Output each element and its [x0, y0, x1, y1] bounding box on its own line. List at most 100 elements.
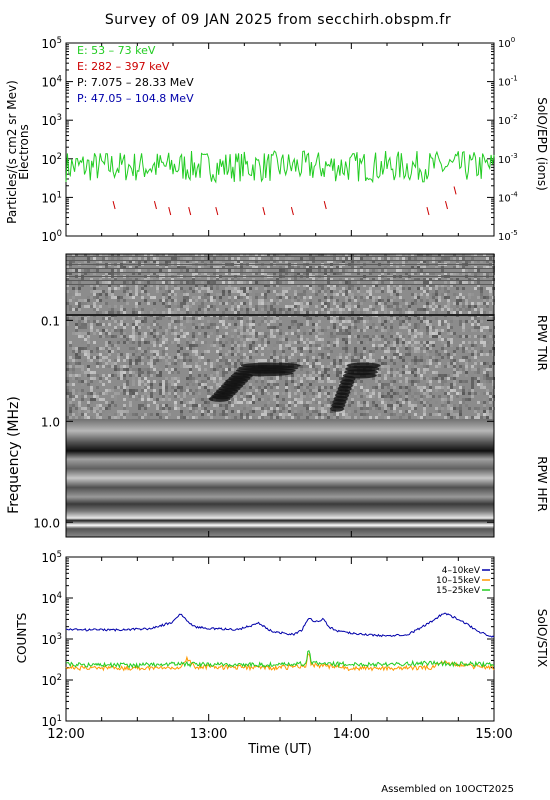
- radio-noise-px: [210, 266, 213, 269]
- radio-noise-px: [180, 302, 183, 305]
- radio-noise-px: [372, 284, 375, 287]
- radio-noise-px: [222, 311, 225, 314]
- radio-noise-px: [336, 338, 339, 341]
- radio-noise-px: [414, 311, 417, 314]
- radio-noise-px: [306, 305, 309, 308]
- radio-noise-px: [129, 404, 132, 407]
- radio-noise-px: [435, 350, 438, 353]
- radio-noise-px: [75, 395, 78, 398]
- radio-noise-px: [423, 284, 426, 287]
- radio-noise-px: [426, 362, 429, 365]
- radio-noise-px: [318, 413, 321, 416]
- radio-noise-px: [159, 371, 162, 374]
- radio-noise-px: [423, 377, 426, 380]
- radio-noise-px: [450, 281, 453, 284]
- radio-noise-px: [450, 308, 453, 311]
- radio-noise-px: [219, 260, 222, 263]
- radio-noise-px: [168, 356, 171, 359]
- radio-noise-px: [387, 347, 390, 350]
- radio-noise-px: [243, 395, 246, 398]
- radio-noise-px: [447, 344, 450, 347]
- radio-noise-px: [252, 329, 255, 332]
- radio-noise-px: [309, 317, 312, 320]
- radio-noise-px: [453, 377, 456, 380]
- radio-noise-px: [417, 350, 420, 353]
- radio-noise-px: [195, 272, 198, 275]
- radio-noise-px: [237, 290, 240, 293]
- radio-noise-px: [180, 278, 183, 281]
- radio-noise-px: [204, 299, 207, 302]
- radio-noise-px: [318, 326, 321, 329]
- radio-noise-px: [96, 347, 99, 350]
- radio-noise-px: [156, 359, 159, 362]
- radio-noise-px: [381, 365, 384, 368]
- radio-noise-px: [246, 332, 249, 335]
- radio-noise-px: [156, 413, 159, 416]
- radio-noise-px: [96, 392, 99, 395]
- radio-noise-px: [165, 398, 168, 401]
- radio-noise-px: [333, 416, 336, 419]
- radio-noise-px: [105, 323, 108, 326]
- radio-noise-px: [441, 383, 444, 386]
- radio-noise-px: [279, 296, 282, 299]
- radio-noise-px: [120, 266, 123, 269]
- radio-noise-px: [189, 377, 192, 380]
- radio-noise-px: [186, 293, 189, 296]
- radio-noise-px: [252, 326, 255, 329]
- radio-noise-px: [345, 254, 348, 257]
- radio-noise-px: [270, 335, 273, 338]
- radio-noise-px: [480, 311, 483, 314]
- radio-noise-px: [420, 293, 423, 296]
- radio-noise-px: [225, 404, 228, 407]
- radio-noise-px: [363, 350, 366, 353]
- radio-noise-px: [72, 350, 75, 353]
- radio-noise-px: [315, 401, 318, 404]
- radio-noise-px: [126, 278, 129, 281]
- radio-noise-px: [297, 374, 300, 377]
- radio-noise-px: [150, 254, 153, 257]
- radio-noise-px: [408, 347, 411, 350]
- radio-noise-px: [291, 266, 294, 269]
- radio-noise-px: [426, 395, 429, 398]
- radio-noise-px: [186, 416, 189, 419]
- radio-noise-px: [381, 332, 384, 335]
- radio-noise-px: [231, 308, 234, 311]
- radio-noise-px: [249, 347, 252, 350]
- radio-noise-px: [372, 344, 375, 347]
- radio-noise-px: [132, 341, 135, 344]
- radio-noise-px: [159, 413, 162, 416]
- radio-noise-px: [390, 347, 393, 350]
- electrons-282-397-mark: [323, 201, 327, 210]
- radio-noise-px: [339, 353, 342, 356]
- radio-noise-px: [354, 410, 357, 413]
- radio-noise-px: [219, 335, 222, 338]
- radio-noise-px: [312, 389, 315, 392]
- radio-noise-px: [177, 416, 180, 419]
- radio-noise-px: [378, 344, 381, 347]
- radio-noise-px: [450, 383, 453, 386]
- radio-noise-px: [243, 287, 246, 290]
- radio-noise-px: [246, 338, 249, 341]
- radio-noise-px: [282, 407, 285, 410]
- radio-noise-px: [234, 287, 237, 290]
- radio-noise-px: [276, 347, 279, 350]
- radio-noise-px: [174, 404, 177, 407]
- radio-noise-px: [147, 374, 150, 377]
- radio-noise-px: [78, 350, 81, 353]
- radio-noise-px: [330, 296, 333, 299]
- radio-noise-px: [228, 416, 231, 419]
- radio-noise-px: [168, 323, 171, 326]
- radio-noise-px: [174, 335, 177, 338]
- radio-noise-px: [156, 290, 159, 293]
- radio-noise-px: [459, 371, 462, 374]
- radio-noise-px: [189, 269, 192, 272]
- radio-noise-px: [453, 272, 456, 275]
- radio-noise-px: [78, 254, 81, 257]
- radio-noise-px: [135, 293, 138, 296]
- radio-noise-px: [126, 386, 129, 389]
- radio-noise-px: [435, 332, 438, 335]
- radio-noise-px: [222, 371, 225, 374]
- radio-noise-px: [216, 260, 219, 263]
- radio-noise-px: [309, 302, 312, 305]
- radio-noise-px: [408, 287, 411, 290]
